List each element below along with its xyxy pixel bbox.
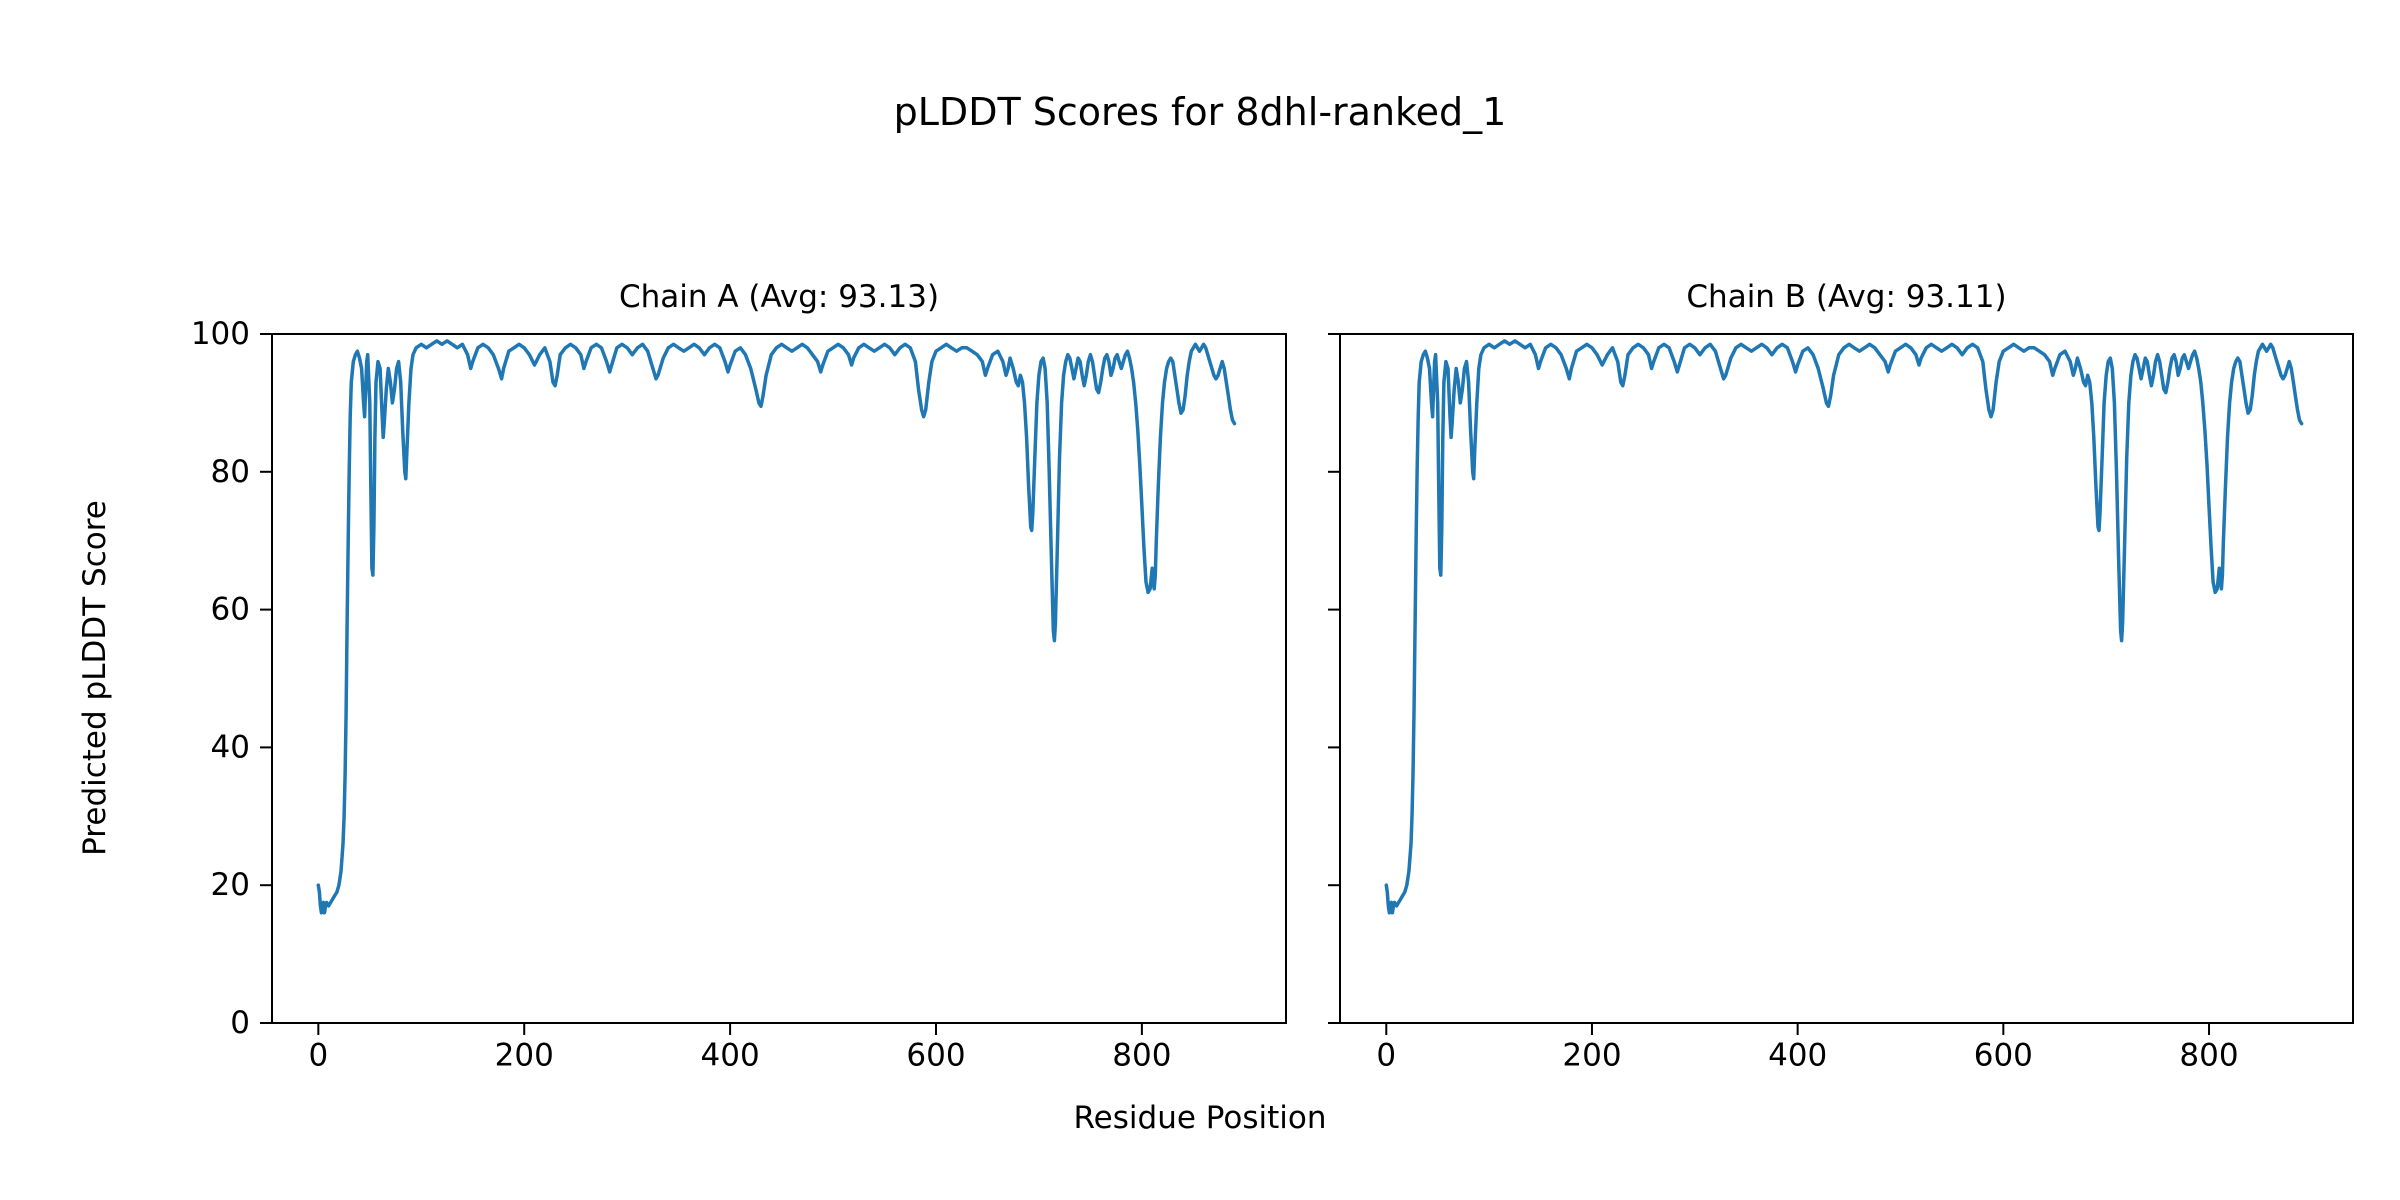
axes-frame <box>1339 333 2354 1024</box>
x-tick-label: 0 <box>1376 1037 1396 1073</box>
y-tick-label: 20 <box>211 867 250 903</box>
x-tick-label: 800 <box>2179 1037 2238 1073</box>
figure-title: pLDDT Scores for 8dhl-ranked_1 <box>893 90 1507 134</box>
axes-frame <box>271 333 1287 1024</box>
y-tick-label: 80 <box>211 454 250 490</box>
plddt-line-series <box>1384 339 2304 915</box>
x-tick-label: 600 <box>906 1037 965 1073</box>
subplot-chain-b: Chain B (Avg: 93.11) 0 200 400 600 800 <box>1328 280 2354 1073</box>
x-tick-label: 600 <box>1974 1037 2033 1073</box>
x-tick-label: 0 <box>308 1037 328 1073</box>
plddt-line-series <box>316 339 1237 915</box>
x-tick-label: 800 <box>1112 1037 1171 1073</box>
x-axis-label: Residue Position <box>1073 1100 1327 1136</box>
x-tick-label: 200 <box>1562 1037 1621 1073</box>
y-tick-label: 40 <box>211 729 250 765</box>
y-tick-label: 100 <box>191 316 250 352</box>
y-tick-label: 60 <box>211 592 250 628</box>
subplot-title-chain-a: Chain A (Avg: 93.13) <box>618 279 940 315</box>
subplot-title-chain-b: Chain B (Avg: 93.11) <box>1686 279 2007 315</box>
x-tick-label: 200 <box>495 1037 554 1073</box>
y-axis-label: Predicted pLDDT Score <box>77 500 113 856</box>
axes-chain-a: 0 200 400 600 800 0 20 40 60 80 100 <box>191 316 1287 1073</box>
axes-chain-b: 0 200 400 600 800 <box>1328 333 2354 1073</box>
subplot-chain-a: Chain A (Avg: 93.13) 0 200 400 600 800 0 20 40 6… <box>191 280 1287 1073</box>
y-tick-label: 0 <box>230 1005 250 1041</box>
x-tick-label: 400 <box>701 1037 760 1073</box>
x-tick-label: 400 <box>1768 1037 1827 1073</box>
